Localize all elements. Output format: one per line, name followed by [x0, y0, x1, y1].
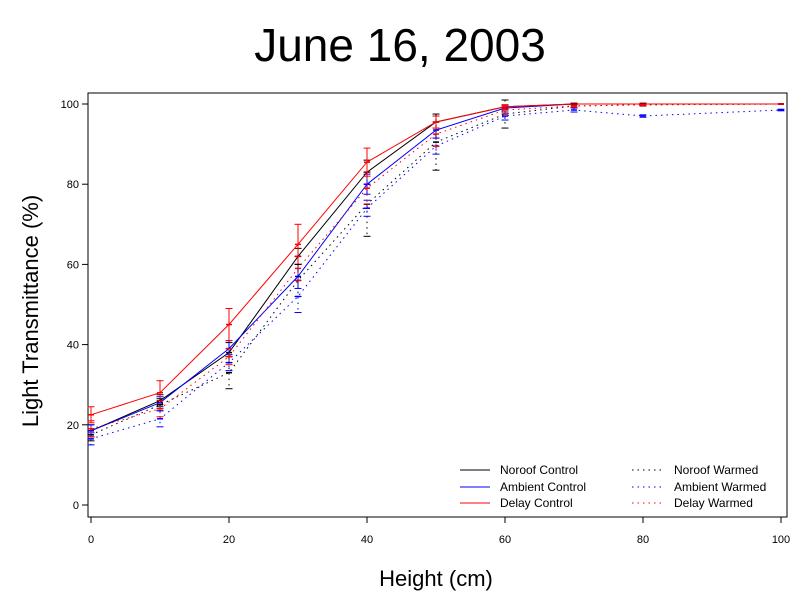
- legend-label: Ambient Warmed: [674, 480, 766, 494]
- y-tick-label: 100: [61, 99, 79, 111]
- series-noroof-warmed: [87, 99, 784, 442]
- y-tick-label: 80: [67, 179, 79, 191]
- series-line: [90, 103, 781, 416]
- data-point: [156, 410, 164, 428]
- y-tick-label: 40: [67, 340, 79, 352]
- data-point: [432, 121, 440, 147]
- x-tick-label: 60: [499, 534, 511, 546]
- legend-label: Delay Control: [500, 496, 573, 510]
- data-point: [225, 348, 233, 366]
- legend-label: Noroof Warmed: [674, 463, 758, 477]
- data-point: [639, 103, 647, 107]
- data-point: [639, 114, 647, 118]
- chart-title: June 16, 2003: [254, 19, 546, 71]
- data-point: [87, 420, 95, 438]
- legend-label: Ambient Control: [500, 480, 586, 494]
- legend-item: Noroof Control: [460, 463, 578, 477]
- x-tick-label: 20: [223, 534, 235, 546]
- data-point: [777, 108, 785, 112]
- series-delay-control: [87, 102, 784, 424]
- data-point: [501, 105, 509, 115]
- legend-item: Noroof Warmed: [632, 463, 758, 477]
- legend-item: Ambient Control: [460, 480, 586, 494]
- y-tick-label: 20: [67, 420, 79, 432]
- y-tick-label: 60: [67, 259, 79, 271]
- axis-ticks: 0 20 40 60 80 100 0 20 40 60 80 100: [61, 99, 791, 546]
- data-point: [363, 147, 371, 177]
- legend-item: Delay Warmed: [632, 496, 753, 510]
- series-layer: [87, 99, 785, 446]
- series-ambient-warmed: [87, 107, 785, 446]
- x-tick-label: 80: [637, 534, 649, 546]
- series-delay-warmed: [87, 103, 784, 438]
- data-point: [294, 255, 302, 281]
- y-tick-label: 0: [73, 500, 79, 512]
- data-point: [570, 107, 578, 113]
- data-point: [363, 171, 371, 205]
- x-tick-label: 0: [88, 534, 94, 546]
- data-point: [156, 400, 164, 418]
- data-point: [570, 104, 578, 108]
- legend-label: Delay Warmed: [674, 496, 753, 510]
- data-point: [432, 113, 440, 171]
- legend: Noroof Control Ambient Control Delay Contr…: [460, 463, 766, 510]
- y-axis-label: Light Transmittance (%): [18, 195, 43, 427]
- legend-label: Noroof Control: [500, 463, 578, 477]
- x-axis-label: Height (cm): [379, 566, 493, 591]
- series-line: [90, 109, 782, 440]
- plot-frame: [87, 92, 788, 518]
- data-point: [87, 406, 95, 424]
- legend-item: Delay Control: [460, 496, 573, 510]
- data-point: [225, 308, 233, 342]
- x-tick-label: 100: [772, 534, 790, 546]
- legend-item: Ambient Warmed: [632, 480, 766, 494]
- data-point: [294, 223, 302, 265]
- x-tick-label: 40: [361, 534, 373, 546]
- data-point: [363, 199, 371, 217]
